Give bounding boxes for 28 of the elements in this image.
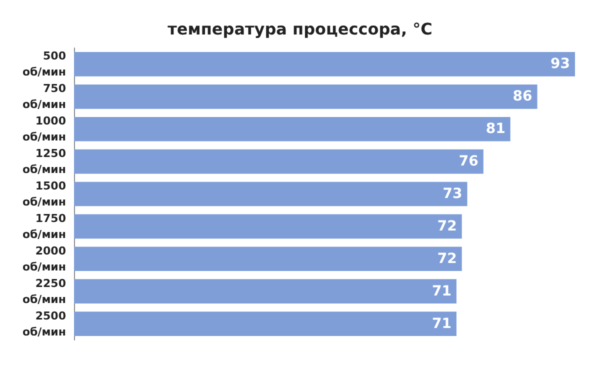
data-label: 73 [442,186,462,202]
bar [74,116,510,142]
bar [74,312,456,336]
data-label: 72 [437,218,457,234]
data-label: 93 [550,56,570,72]
data-label: 71 [432,316,452,332]
bar [74,149,484,174]
y-tick-label: 2500 об/мин [22,309,66,338]
data-label: 76 [458,154,478,170]
y-tick-label: 1500 об/мин [22,180,66,208]
data-label: 86 [512,88,532,105]
bar [74,52,575,76]
y-tick-label: 750 об/мин [22,82,66,112]
data-label: 72 [437,250,457,267]
bar [74,214,462,239]
y-tick-label: 1750 об/мин [22,212,66,241]
bar [74,84,538,109]
bar [74,246,462,272]
y-tick-label: 1000 об/мин [22,114,66,144]
y-tick-label: 2000 об/мин [22,244,66,274]
bar [74,182,468,206]
data-label: 71 [432,283,452,300]
bar [74,279,456,304]
y-tick-label: 1250 об/мин [22,147,66,176]
chart-title: температура процессора, °C [168,20,432,38]
y-tick-label: 500 об/мин [22,50,66,79]
y-tick-label: 2250 об/мин [22,276,66,306]
data-label: 81 [486,121,506,138]
